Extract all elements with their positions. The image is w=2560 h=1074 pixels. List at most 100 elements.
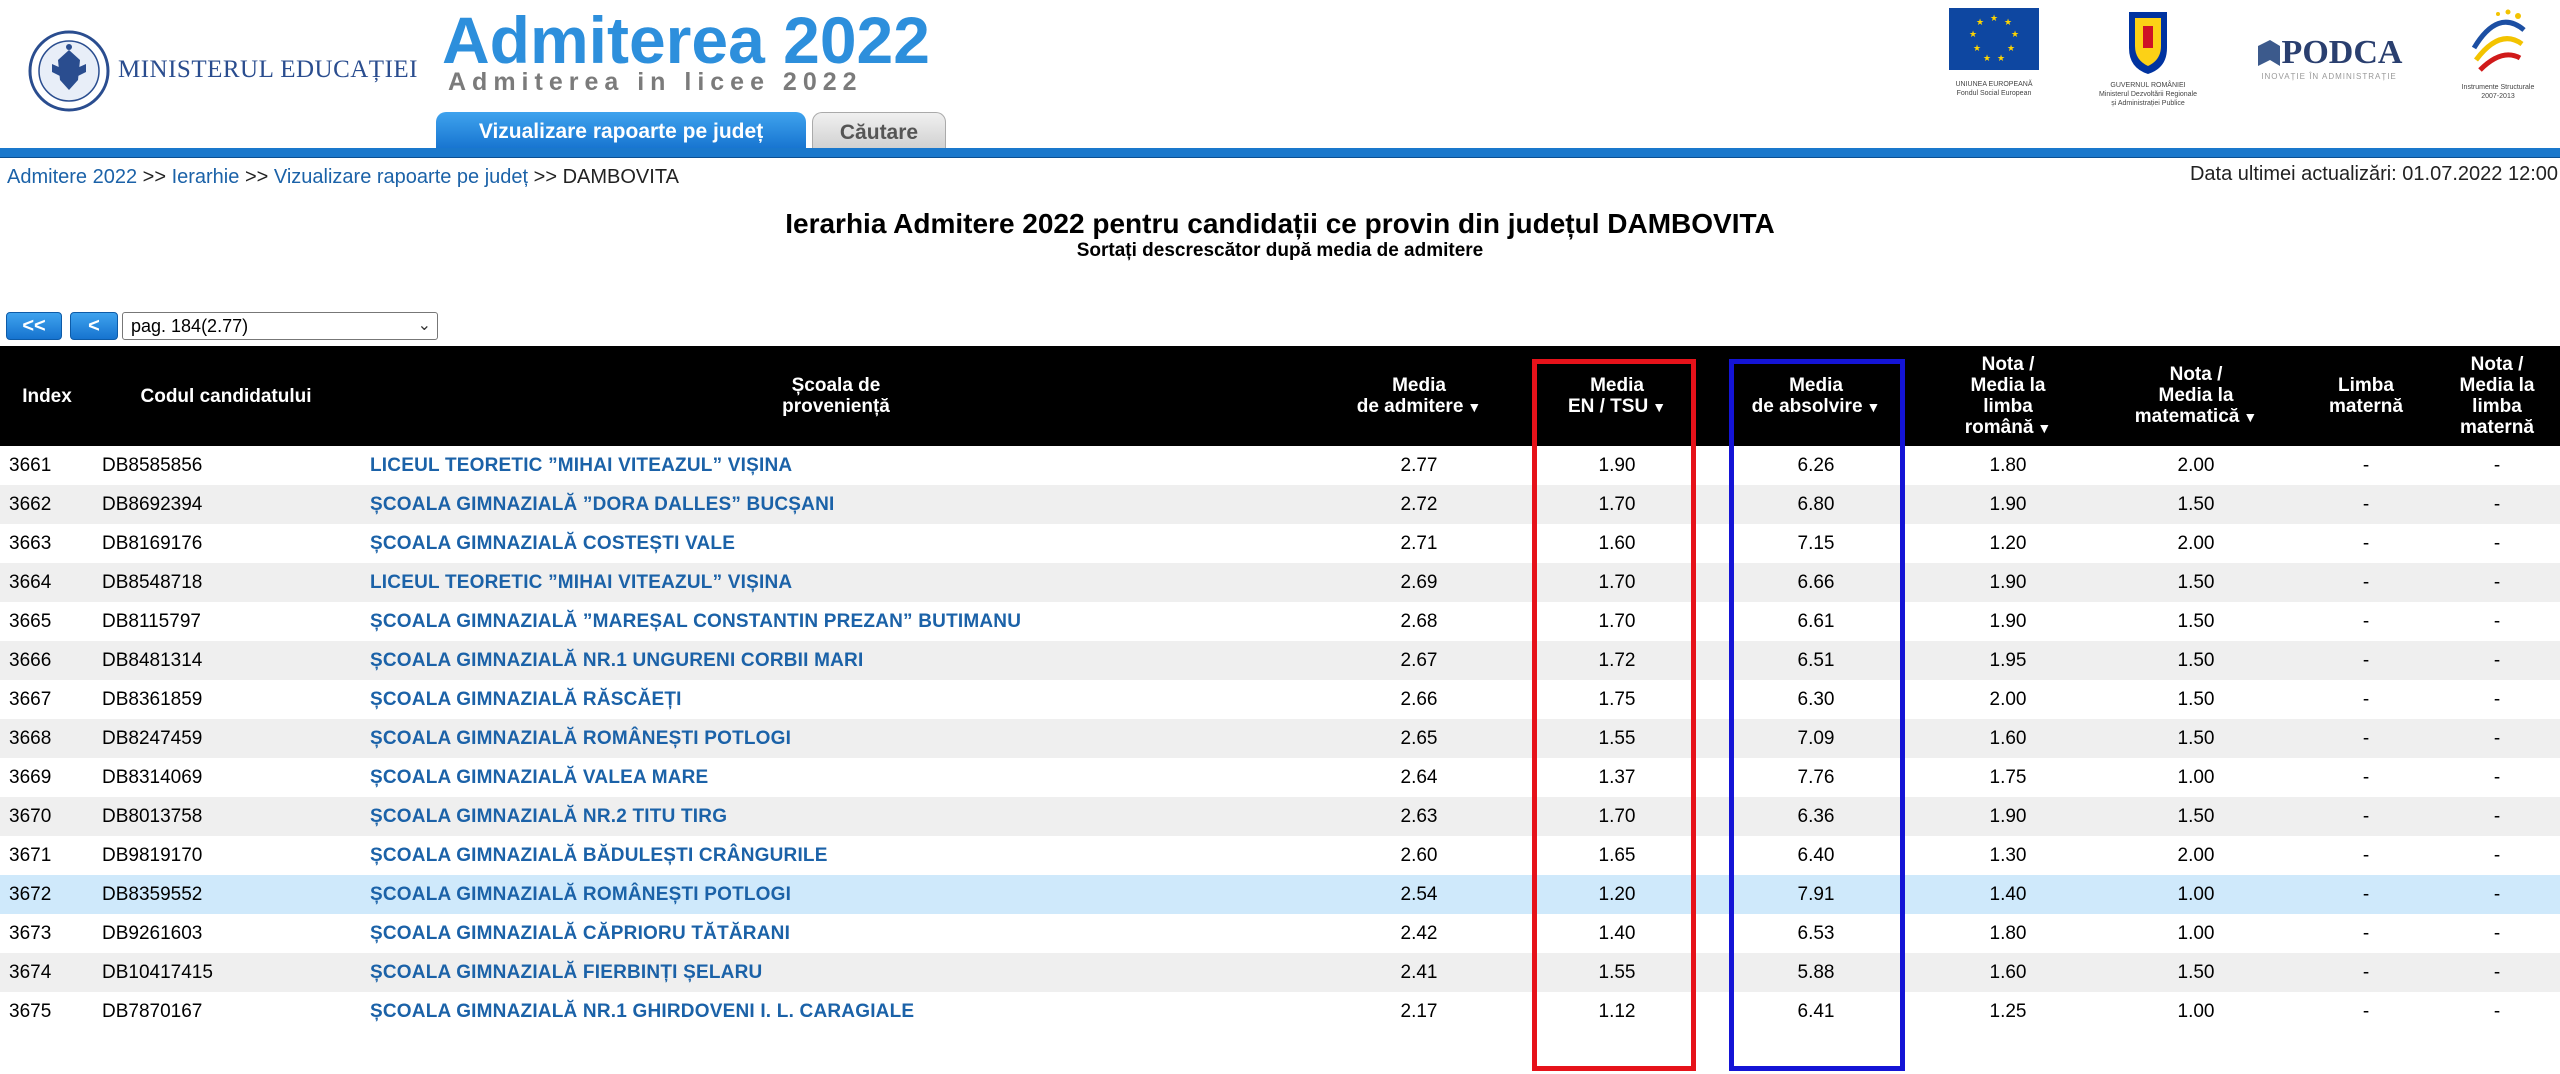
cell-math: 1.50 bbox=[2177, 689, 2215, 710]
header-divider bbox=[0, 148, 2560, 158]
last-update: Data ultimei actualizări: 01.07.2022 12:… bbox=[2189, 163, 2558, 185]
cell-school-link[interactable]: ȘCOALA GIMNAZIALĂ VALEA MARE bbox=[370, 767, 709, 788]
cell-mother-tongue-grade: - bbox=[2493, 767, 2501, 788]
cell-graduation-avg: 5.88 bbox=[1797, 962, 1835, 983]
cell-school-link[interactable]: ȘCOALA GIMNAZIALĂ ”DORA DALLES” BUCȘANI bbox=[370, 494, 835, 515]
breadcrumb-link-ierarhie[interactable]: Ierarhie bbox=[171, 166, 240, 188]
header-col-index: Index bbox=[22, 385, 72, 407]
sort-desc-icon[interactable]: ▼ bbox=[2243, 409, 2258, 425]
cell-math: 1.50 bbox=[2177, 728, 2215, 749]
cell-school-link[interactable]: ȘCOALA GIMNAZIALĂ ROMÂNEȘTI POTLOGI bbox=[370, 884, 792, 905]
cell-math: 1.50 bbox=[2177, 611, 2215, 632]
sort-desc-icon[interactable]: ▼ bbox=[1467, 398, 1482, 415]
app-title: Admiterea 2022 bbox=[442, 3, 930, 77]
table-row: 3674 DB10417415 ȘCOALA GIMNAZIALĂ FIERBINȚ… bbox=[0, 953, 2560, 992]
cell-school-link[interactable]: ȘCOALA GIMNAZIALĂ ROMÂNEȘTI POTLOGI bbox=[370, 728, 792, 749]
header-col-graduation-avg[interactable]: Media de absolvire ▼ bbox=[1751, 374, 1881, 417]
cell-mother-tongue: - bbox=[2362, 845, 2370, 866]
table-row: 3663 DB8169176 ȘCOALA GIMNAZIALĂ COSTEȘTI … bbox=[0, 524, 2560, 563]
first-page-button[interactable]: << bbox=[6, 312, 62, 340]
cell-mother-tongue: - bbox=[2362, 806, 2370, 827]
breadcrumb-current: DAMBOVITA bbox=[562, 166, 679, 188]
sort-desc-icon[interactable]: ▼ bbox=[2037, 419, 2052, 436]
sort-desc-icon[interactable]: ▼ bbox=[1652, 398, 1667, 415]
cell-admission-avg: 2.60 bbox=[1400, 845, 1438, 866]
cell-romanian: 1.80 bbox=[1989, 455, 2027, 476]
breadcrumb-link-admitere[interactable]: Admitere 2022 bbox=[7, 166, 138, 188]
cell-math: 2.00 bbox=[2177, 845, 2215, 866]
page-title: Ierarhia Admitere 2022 pentru candidații… bbox=[785, 208, 1775, 239]
cell-mother-tongue: - bbox=[2362, 689, 2370, 710]
table-row: 3670 DB8013758 ȘCOALA GIMNAZIALĂ NR.2 TITU… bbox=[0, 797, 2560, 836]
cell-school-link[interactable]: ȘCOALA GIMNAZIALĂ RĂSCĂEȚI bbox=[370, 689, 682, 710]
cell-school-link[interactable]: ȘCOALA GIMNAZIALĂ CĂPRIORU TĂTĂRANI bbox=[370, 923, 791, 944]
cell-math: 2.00 bbox=[2177, 455, 2215, 476]
header-col-admission-avg[interactable]: Media de admitere ▼ bbox=[1356, 374, 1482, 417]
tab-search[interactable]: Căutare bbox=[812, 112, 946, 151]
podca-logo: PODCA INOVAȚIE ÎN ADMINISTRAȚIE bbox=[2252, 34, 2406, 81]
cell-school-link[interactable]: ȘCOALA GIMNAZIALĂ FIERBINȚI ȘELARU bbox=[370, 962, 763, 983]
prev-page-button[interactable]: < bbox=[70, 312, 118, 340]
cell-candidate-code: DB8692394 bbox=[102, 494, 203, 515]
cell-en-tsu: 1.70 bbox=[1598, 494, 1636, 515]
cell-candidate-code: DB7870167 bbox=[102, 1001, 203, 1022]
breadcrumb-link-vizualizare[interactable]: Vizualizare rapoarte pe județ bbox=[273, 166, 529, 188]
cell-math: 2.00 bbox=[2177, 533, 2215, 554]
table-row: 3671 DB9819170 ȘCOALA GIMNAZIALĂ BĂDULEȘTI… bbox=[0, 836, 2560, 875]
header-col-romanian[interactable]: Nota / Media la limba română ▼ bbox=[1964, 353, 2052, 438]
cell-school-link[interactable]: ȘCOALA GIMNAZIALĂ NR.1 UNGURENI CORBII M… bbox=[370, 650, 864, 671]
cell-graduation-avg: 6.80 bbox=[1797, 494, 1835, 515]
cell-graduation-avg: 6.61 bbox=[1797, 611, 1835, 632]
cell-index: 3669 bbox=[9, 767, 52, 788]
cell-school-link[interactable]: ȘCOALA GIMNAZIALĂ NR.2 TITU TIRG bbox=[370, 806, 728, 827]
cell-candidate-code: DB8361859 bbox=[102, 689, 203, 710]
cell-en-tsu: 1.12 bbox=[1598, 1001, 1636, 1022]
gov-caption-1: GUVERNUL ROMÂNIEI bbox=[2110, 82, 2186, 89]
cell-candidate-code: DB8314069 bbox=[102, 767, 203, 788]
cell-index: 3666 bbox=[9, 650, 52, 671]
table-row: 3675 DB7870167 ȘCOALA GIMNAZIALĂ NR.1 GHIR… bbox=[0, 992, 2560, 1031]
cell-school-link[interactable]: LICEUL TEORETIC ”MIHAI VITEAZUL” VIȘINA bbox=[370, 572, 793, 593]
cell-en-tsu: 1.65 bbox=[1598, 845, 1636, 866]
page-select[interactable]: pag. 184(2.77) ⌄ bbox=[122, 312, 438, 340]
cell-romanian: 1.90 bbox=[1989, 572, 2027, 593]
cell-mother-tongue: - bbox=[2362, 1001, 2370, 1022]
cell-admission-avg: 2.68 bbox=[1400, 611, 1438, 632]
eu-caption-2: Fondul Social European bbox=[1956, 90, 2032, 97]
page-subtitle: Sortați descrescător după media de admit… bbox=[1076, 240, 1484, 261]
header-col-math[interactable]: Nota / Media la matematică ▼ bbox=[2134, 364, 2258, 427]
cell-romanian: 1.20 bbox=[1989, 533, 2027, 554]
cell-school-link[interactable]: ȘCOALA GIMNAZIALĂ ”MAREȘAL CONSTANTIN PR… bbox=[370, 611, 1022, 632]
cell-candidate-code: DB9261603 bbox=[102, 923, 203, 944]
cell-admission-avg: 2.65 bbox=[1400, 728, 1438, 749]
cell-en-tsu: 1.72 bbox=[1598, 650, 1636, 671]
podca-mark-icon bbox=[2257, 40, 2280, 66]
cell-school-link[interactable]: LICEUL TEORETIC ”MIHAI VITEAZUL” VIȘINA bbox=[370, 455, 793, 476]
cell-romanian: 1.60 bbox=[1989, 962, 2027, 983]
header-col-candidate-code: Codul candidatului bbox=[140, 385, 312, 407]
table-row: 3673 DB9261603 ȘCOALA GIMNAZIALĂ CĂPRIORU … bbox=[0, 914, 2560, 953]
cell-index: 3665 bbox=[9, 611, 52, 632]
table-row: 3666 DB8481314 ȘCOALA GIMNAZIALĂ NR.1 UNGU… bbox=[0, 641, 2560, 680]
header-col-en-tsu[interactable]: Media EN / TSU ▼ bbox=[1567, 374, 1667, 417]
gov-caption-2: Ministerul Dezvoltării Regionale bbox=[2098, 91, 2198, 98]
cell-school-link[interactable]: ȘCOALA GIMNAZIALĂ NR.1 GHIRDOVENI I. L. … bbox=[370, 1001, 915, 1022]
cell-admission-avg: 2.42 bbox=[1400, 923, 1438, 944]
sort-desc-icon[interactable]: ▼ bbox=[1866, 398, 1881, 415]
header-col-school: Școala de proveniență bbox=[782, 375, 890, 417]
cell-graduation-avg: 7.09 bbox=[1797, 728, 1835, 749]
cell-graduation-avg: 6.66 bbox=[1797, 572, 1835, 593]
cell-admission-avg: 2.69 bbox=[1400, 572, 1438, 593]
cell-school-link[interactable]: ȘCOALA GIMNAZIALĂ COSTEȘTI VALE bbox=[370, 533, 736, 554]
cell-romanian: 1.90 bbox=[1989, 494, 2027, 515]
cell-mother-tongue: - bbox=[2362, 884, 2370, 905]
cell-index: 3672 bbox=[9, 884, 52, 905]
table-row: 3661 DB8585856 LICEUL TEORETIC ”MIHAI VITE… bbox=[0, 446, 2560, 485]
ministry-name: MINISTERUL EDUCAȚIEI bbox=[118, 56, 419, 83]
breadcrumb-separator: >> bbox=[244, 166, 269, 188]
cell-school-link[interactable]: ȘCOALA GIMNAZIALĂ BĂDULEȘTI CRÂNGURILE bbox=[370, 845, 828, 866]
cell-admission-avg: 2.66 bbox=[1400, 689, 1438, 710]
cell-graduation-avg: 6.53 bbox=[1797, 923, 1835, 944]
eu-caption-1: UNIUNEA EUROPEANĂ bbox=[1955, 81, 2033, 88]
tab-view-reports[interactable]: Vizualizare rapoarte pe județ bbox=[436, 112, 806, 150]
